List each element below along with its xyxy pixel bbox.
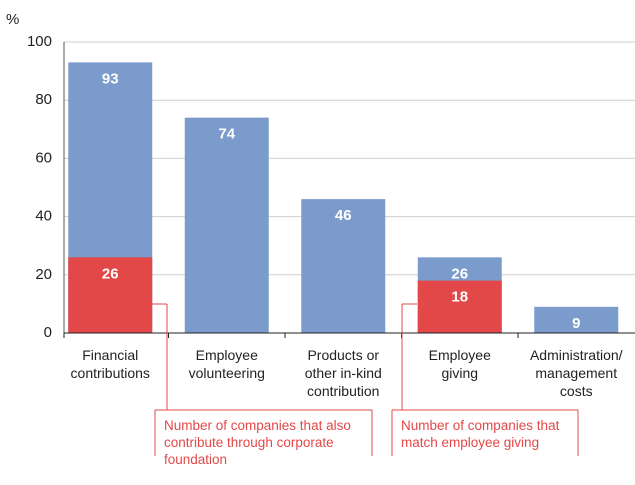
y-tick-label: 100: [27, 33, 52, 50]
annotation: Number of companies that also contribute…: [164, 418, 351, 467]
bar: [534, 306, 619, 333]
value-label: 93: [102, 70, 119, 87]
annotation: Number of companies that match employee …: [401, 418, 560, 450]
y-tick-label: 0: [44, 324, 52, 341]
x-tick-label: Employee volunteering: [188, 347, 265, 381]
bar: [417, 280, 502, 333]
bar: [184, 117, 269, 333]
bar: [68, 257, 153, 333]
value-label: 26: [451, 265, 468, 282]
bar: [301, 199, 386, 333]
value-label: 18: [451, 289, 468, 306]
y-tick-label: 20: [35, 266, 52, 283]
value-label: 9: [572, 315, 580, 332]
y-tick-label: 80: [35, 91, 52, 108]
y-tick-label: 60: [35, 149, 52, 166]
value-label: 46: [335, 207, 352, 224]
x-tick-label: Administration/ management costs: [529, 347, 623, 399]
value-label: 26: [102, 265, 119, 282]
x-tick-label: Employee giving: [428, 347, 491, 381]
x-tick-label: Financial contributions: [70, 347, 150, 381]
value-label: 74: [218, 126, 235, 143]
x-tick-label: Products or other in-kind contribution: [304, 347, 382, 399]
y-unit: %: [6, 11, 19, 28]
y-tick-label: 40: [35, 208, 52, 225]
